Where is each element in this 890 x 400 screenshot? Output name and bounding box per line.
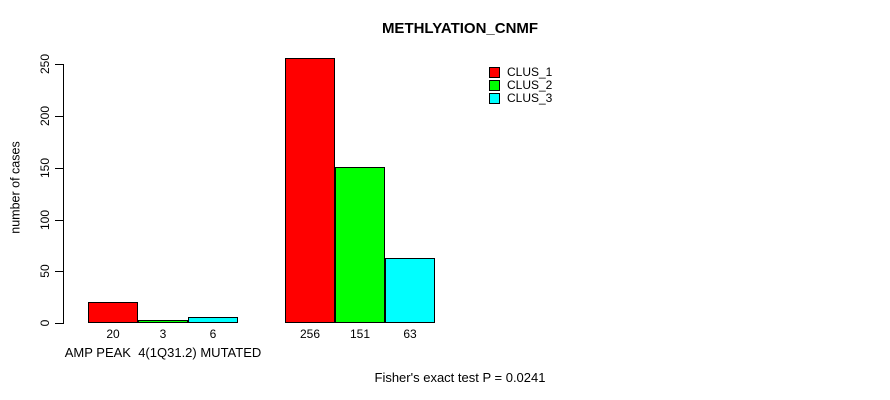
bar-clus_1	[285, 58, 335, 323]
y-tick-mark	[55, 220, 63, 221]
bar-clus_2	[138, 320, 188, 323]
bar-clus_3	[385, 258, 435, 323]
legend-item: CLUS_1	[489, 66, 552, 79]
bar-value-label: 6	[209, 327, 217, 341]
y-tick-mark	[55, 116, 63, 117]
x-axis-group-label: AMP PEAK 4(1Q31.2) MUTATED	[64, 345, 262, 360]
bar-value-label: 151	[349, 327, 371, 341]
y-tick-label: 100	[38, 209, 52, 231]
legend-color-swatch	[489, 93, 500, 104]
chart-title: METHLYATION_CNMF	[381, 20, 539, 37]
legend-label: CLUS_3	[507, 91, 553, 105]
y-axis-label: number of cases	[8, 141, 23, 234]
y-tick-mark	[55, 168, 63, 169]
bar-clus_3	[188, 317, 238, 323]
bar-clus_2	[335, 167, 385, 323]
y-tick-label: 250	[38, 53, 52, 75]
bar-value-label: 20	[106, 327, 120, 341]
y-tick-mark	[55, 271, 63, 272]
legend-color-swatch	[489, 67, 500, 78]
legend-color-swatch	[489, 80, 500, 91]
y-tick-label: 0	[38, 319, 52, 327]
y-axis-line	[63, 64, 64, 324]
y-tick-label: 200	[38, 105, 52, 127]
y-tick-mark	[55, 323, 63, 324]
bar-value-label: 63	[403, 327, 417, 341]
bar-clus_1	[88, 302, 138, 323]
y-tick-label: 150	[38, 157, 52, 179]
legend-item: CLUS_2	[489, 79, 552, 92]
bar-value-label: 256	[299, 327, 321, 341]
legend-label: CLUS_1	[507, 65, 553, 79]
y-tick-mark	[55, 64, 63, 65]
legend: CLUS_1 CLUS_2 CLUS_3	[489, 66, 552, 105]
y-tick-label: 50	[38, 264, 52, 278]
legend-item: CLUS_3	[489, 92, 552, 105]
footer-note: Fisher's exact test P = 0.0241	[374, 370, 546, 385]
legend-label: CLUS_2	[507, 78, 553, 92]
bar-value-label: 3	[159, 327, 167, 341]
